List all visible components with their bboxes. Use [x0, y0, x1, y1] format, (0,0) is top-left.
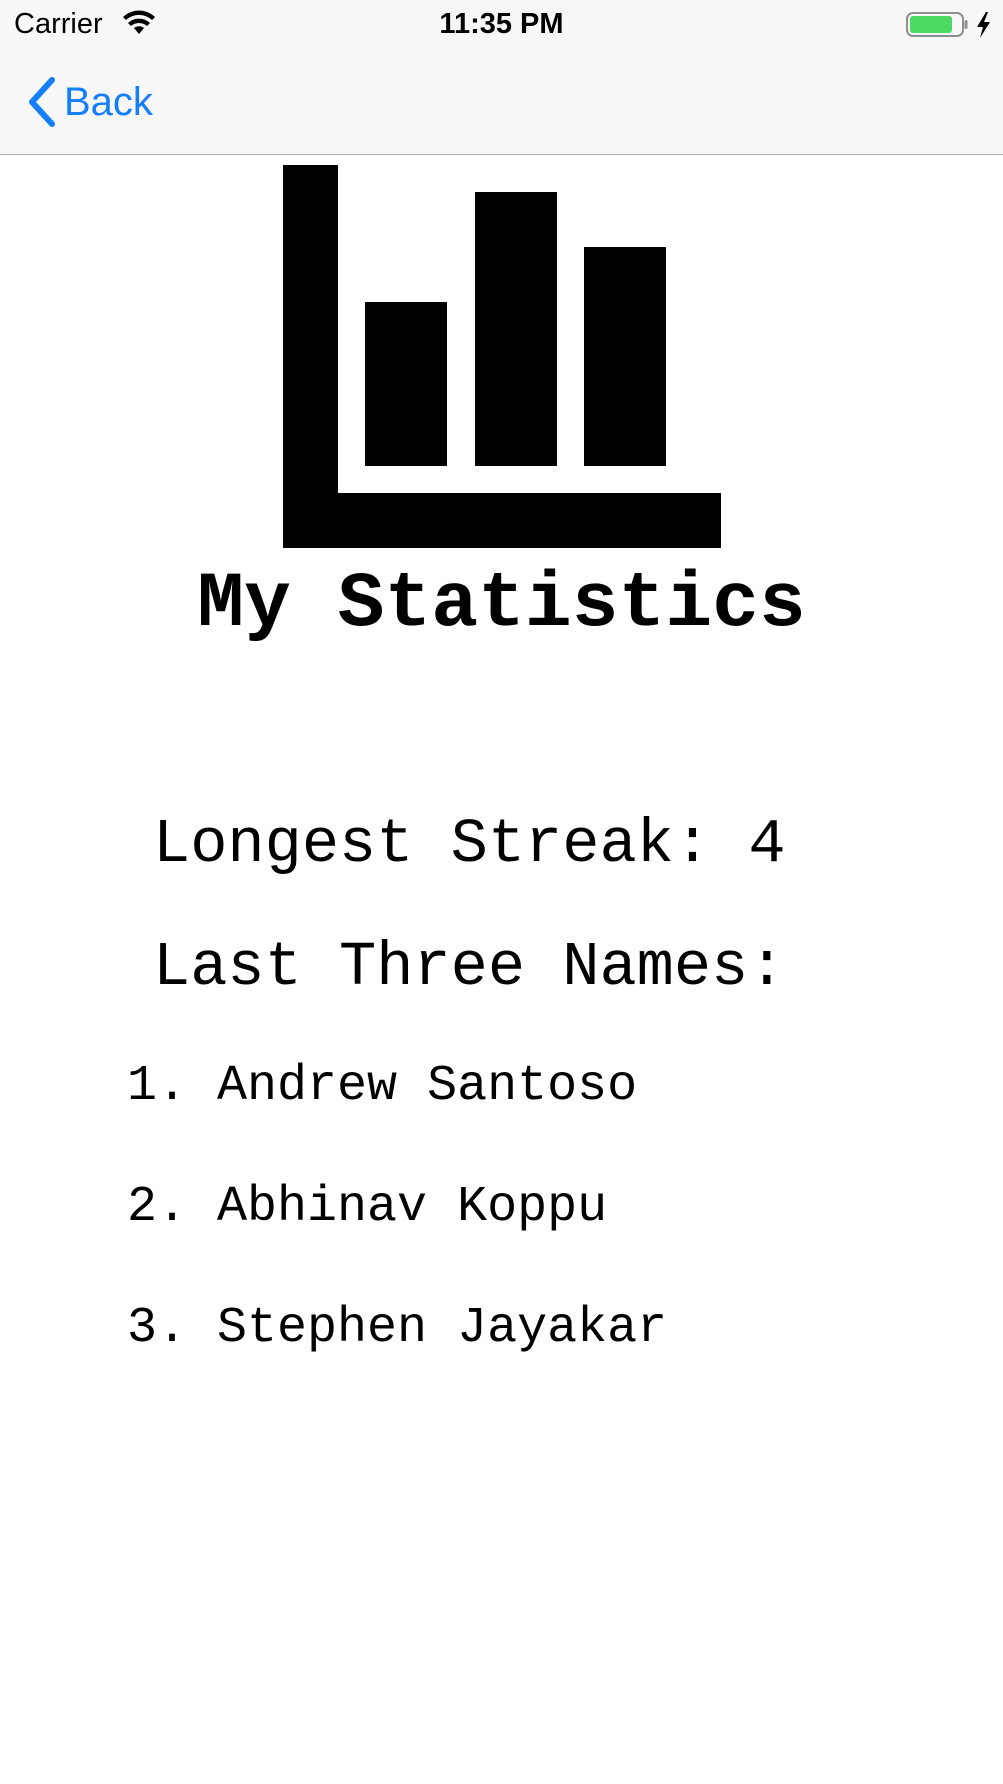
logo-bar-1 — [365, 302, 447, 466]
list-item-number: 1. — [127, 1058, 188, 1115]
last-names-heading: Last Three Names: — [153, 932, 786, 1003]
list-item: 1. Andrew Santoso — [127, 1052, 667, 1173]
list-item: 2. Abhinav Koppu — [127, 1173, 667, 1294]
longest-streak-value: 4 — [748, 809, 786, 880]
logo-x-axis — [283, 493, 721, 548]
list-item-name: Andrew Santoso — [217, 1058, 638, 1115]
status-time: 11:35 PM — [439, 8, 564, 40]
logo-bar-3 — [584, 247, 666, 466]
list-item: 3. Stephen Jayakar — [127, 1294, 667, 1415]
list-item-number: 2. — [127, 1179, 188, 1236]
longest-streak-label: Longest Streak: — [153, 809, 712, 880]
status-bar: Carrier 11:35 PM — [0, 0, 1003, 50]
carrier-label: Carrier — [14, 8, 103, 40]
navigation-bar: Back — [0, 50, 1003, 155]
wifi-icon — [123, 10, 155, 34]
names-list: 1. Andrew Santoso 2. Abhinav Koppu 3. St… — [127, 1052, 667, 1415]
back-button[interactable]: Back — [26, 74, 153, 130]
chevron-left-icon — [29, 77, 55, 127]
list-item-name: Abhinav Koppu — [217, 1179, 608, 1236]
longest-streak: Longest Streak: 4 — [153, 805, 786, 885]
list-item-name: Stephen Jayakar — [217, 1300, 668, 1357]
logo-bar-2 — [475, 192, 557, 466]
logo-y-axis — [283, 165, 338, 548]
list-item-number: 3. — [127, 1300, 188, 1357]
bar-chart-icon — [283, 165, 721, 548]
battery-charging-icon — [906, 12, 990, 38]
back-label: Back — [64, 79, 153, 124]
page-title: My Statistics — [197, 561, 806, 649]
